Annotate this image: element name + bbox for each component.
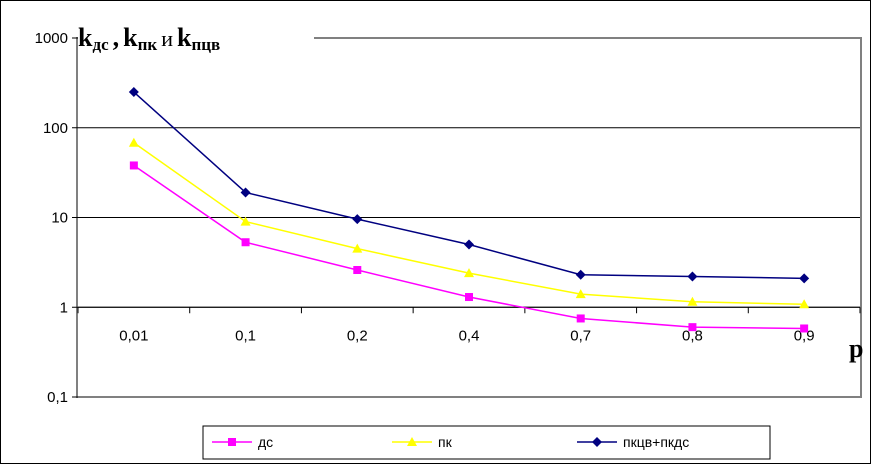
data-point bbox=[128, 137, 139, 147]
data-point bbox=[799, 299, 810, 309]
x-tick-label: 0,8 bbox=[682, 327, 703, 344]
x-tick-label: 0,2 bbox=[347, 327, 368, 344]
x-tick-label: 0,7 bbox=[570, 327, 591, 344]
data-point bbox=[129, 161, 138, 170]
data-series bbox=[128, 87, 810, 333]
series-triangle bbox=[128, 137, 810, 309]
y-tick-label: 1 bbox=[60, 299, 68, 316]
legend-label: пкцв+пкдс bbox=[623, 434, 689, 450]
y-axis-label: kдс , kпк и kпцв bbox=[78, 16, 314, 60]
data-point bbox=[688, 323, 697, 332]
legend-item: пк bbox=[392, 434, 453, 450]
series-square bbox=[129, 161, 809, 333]
legend-label: пк bbox=[438, 434, 453, 450]
data-point bbox=[240, 187, 251, 198]
data-point bbox=[576, 314, 585, 323]
data-point bbox=[240, 216, 251, 226]
data-point bbox=[241, 238, 250, 247]
y-tick-label: 100 bbox=[43, 120, 68, 137]
data-point bbox=[687, 296, 698, 306]
y-axis-ticks: 0,1 1 10 100 1000 bbox=[35, 30, 78, 406]
x-tick-label: 0,1 bbox=[235, 327, 256, 344]
x-tick-label: 0,4 bbox=[459, 327, 480, 344]
legend-label: дс bbox=[258, 434, 273, 450]
x-axis-ticks: 0,01 0,1 0,2 0,4 0,7 0,8 0,9 bbox=[77, 306, 861, 344]
data-point bbox=[352, 243, 363, 253]
x-tick-label: 0,01 bbox=[119, 327, 148, 344]
x-axis-label: p bbox=[849, 334, 864, 363]
data-point bbox=[353, 266, 362, 275]
series-diamond bbox=[128, 87, 810, 284]
data-point bbox=[592, 437, 602, 447]
data-point bbox=[687, 271, 698, 282]
data-point bbox=[128, 87, 139, 98]
data-point bbox=[407, 437, 417, 446]
data-point bbox=[800, 324, 809, 333]
data-point bbox=[575, 289, 586, 299]
y-tick-label: 1000 bbox=[35, 30, 68, 47]
legend-items: дс пк пкцв+пкдс bbox=[212, 434, 689, 450]
y-tick-label: 10 bbox=[51, 210, 68, 227]
legend: дс пк пкцв+пкдс bbox=[202, 425, 771, 460]
legend-item: пкцв+пкдс bbox=[577, 434, 689, 450]
legend-item: дс bbox=[212, 434, 273, 450]
data-point bbox=[464, 268, 474, 278]
legend-box bbox=[202, 425, 771, 460]
y-tick-label: 0,1 bbox=[47, 389, 68, 406]
data-point bbox=[464, 239, 474, 250]
data-point bbox=[228, 438, 236, 446]
data-point bbox=[799, 273, 810, 284]
data-point bbox=[352, 214, 363, 225]
data-point bbox=[465, 293, 473, 302]
data-point bbox=[575, 269, 586, 280]
x-tick-label: 0,9 bbox=[794, 327, 815, 344]
